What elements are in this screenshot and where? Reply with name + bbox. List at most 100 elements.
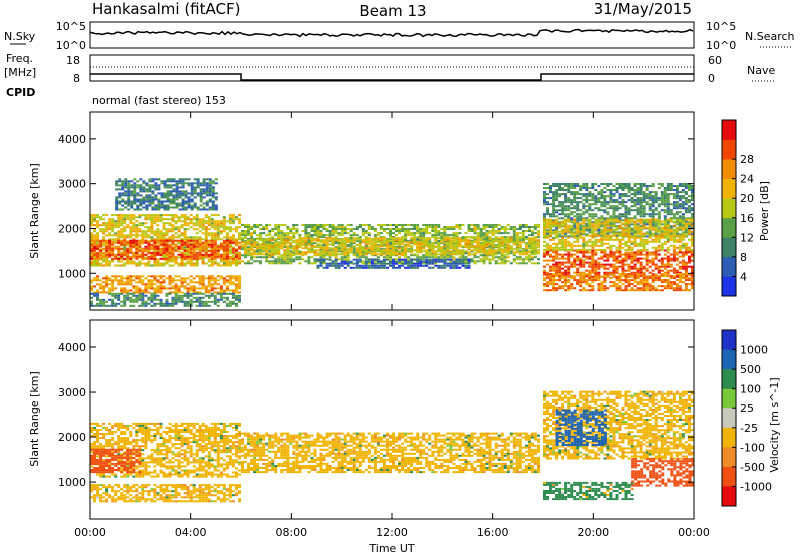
data-cell: [219, 277, 223, 280]
data-cell: [195, 264, 199, 267]
data-cell: [579, 213, 583, 216]
data-cell: [238, 238, 241, 241]
data-cell: [440, 241, 444, 244]
data-cell: [588, 193, 592, 196]
data-cell: [355, 264, 359, 267]
data-cell: [111, 247, 115, 250]
data-cell: [636, 197, 640, 200]
data-cell: [253, 240, 257, 243]
data-cell: [392, 242, 395, 245]
data-cell: [437, 237, 441, 240]
data-cell: [198, 245, 202, 248]
data-cell: [521, 251, 525, 254]
data-cell: [443, 251, 447, 254]
data-cell: [192, 253, 196, 256]
data-cell: [497, 228, 501, 230]
data-cell: [401, 260, 405, 263]
data-cell: [395, 243, 398, 246]
data-cell: [144, 222, 148, 225]
data-cell: [564, 209, 568, 212]
data-cell: [404, 249, 408, 252]
data-cell: [135, 275, 139, 278]
data-cell: [126, 214, 130, 217]
data-cell: [147, 264, 151, 267]
data-cell: [123, 287, 127, 290]
data-cell: [503, 254, 507, 257]
data-cell: [277, 253, 281, 256]
data-cell: [654, 191, 658, 194]
data-cell: [138, 243, 142, 246]
data-cell: [464, 266, 468, 269]
data-cell: [648, 207, 652, 210]
data-cell: [142, 200, 146, 203]
data-cell: [123, 291, 127, 294]
data-cell: [114, 296, 118, 299]
data-cell: [295, 228, 299, 230]
data-cell: [518, 245, 522, 248]
data-cell: [244, 245, 247, 248]
data-cell: [537, 249, 540, 252]
data-cell: [473, 228, 477, 230]
data-cell: [181, 186, 185, 189]
data-cell: [141, 247, 145, 250]
data-cell: [636, 189, 640, 191]
data-cell: [537, 251, 540, 254]
data-cell: [174, 243, 178, 246]
data-cell: [162, 226, 166, 229]
data-cell: [555, 189, 559, 191]
data-cell: [552, 207, 556, 210]
data-cell: [192, 285, 196, 288]
data-cell: [552, 209, 556, 212]
data-cell: [518, 251, 522, 254]
data-cell: [253, 252, 257, 255]
data-cell: [199, 208, 203, 211]
data-cell: [524, 245, 528, 248]
data-cell: [524, 224, 528, 226]
data-cell: [231, 236, 235, 239]
data-cell: [518, 240, 522, 243]
data-cell: [180, 291, 184, 294]
data-cell: [129, 230, 133, 233]
data-cell: [126, 216, 130, 219]
data-cell: [624, 211, 628, 214]
data-cell: [328, 230, 332, 232]
data-cell: [470, 241, 474, 244]
data-cell: [183, 216, 187, 219]
data-cell: [115, 206, 119, 209]
data-cell: [304, 228, 308, 230]
data-cell: [313, 232, 317, 235]
data-cell: [114, 247, 118, 250]
data-cell: [624, 201, 628, 204]
data-cell: [235, 298, 238, 301]
data-cell: [204, 250, 208, 253]
data-cell: [319, 230, 323, 232]
data-cell: [225, 245, 229, 248]
data-cell: [446, 254, 450, 257]
data-cell: [148, 202, 152, 205]
data-cell: [349, 236, 353, 239]
data-cell: [228, 230, 232, 233]
data-cell: [524, 242, 528, 245]
data-cell: [352, 241, 356, 244]
data-cell: [331, 237, 335, 240]
data-cell: [135, 230, 139, 233]
data-cell: [207, 264, 211, 267]
data-cell: [201, 220, 205, 223]
data-cell: [225, 304, 229, 307]
data-cell: [621, 187, 625, 189]
data-cell: [567, 183, 571, 185]
data-cell: [186, 239, 190, 242]
data-cell: [141, 234, 145, 237]
data-cell: [458, 239, 462, 242]
data-cell: [99, 241, 103, 244]
data-cell: [349, 262, 353, 265]
data-cell: [322, 249, 326, 252]
data-cell: [579, 197, 583, 200]
data-cell: [93, 220, 96, 223]
data-cell: [247, 239, 250, 242]
data-cell: [177, 287, 181, 290]
data-cell: [467, 253, 471, 256]
data-cell: [177, 296, 181, 299]
data-cell: [144, 264, 148, 267]
data-cell: [222, 255, 226, 258]
